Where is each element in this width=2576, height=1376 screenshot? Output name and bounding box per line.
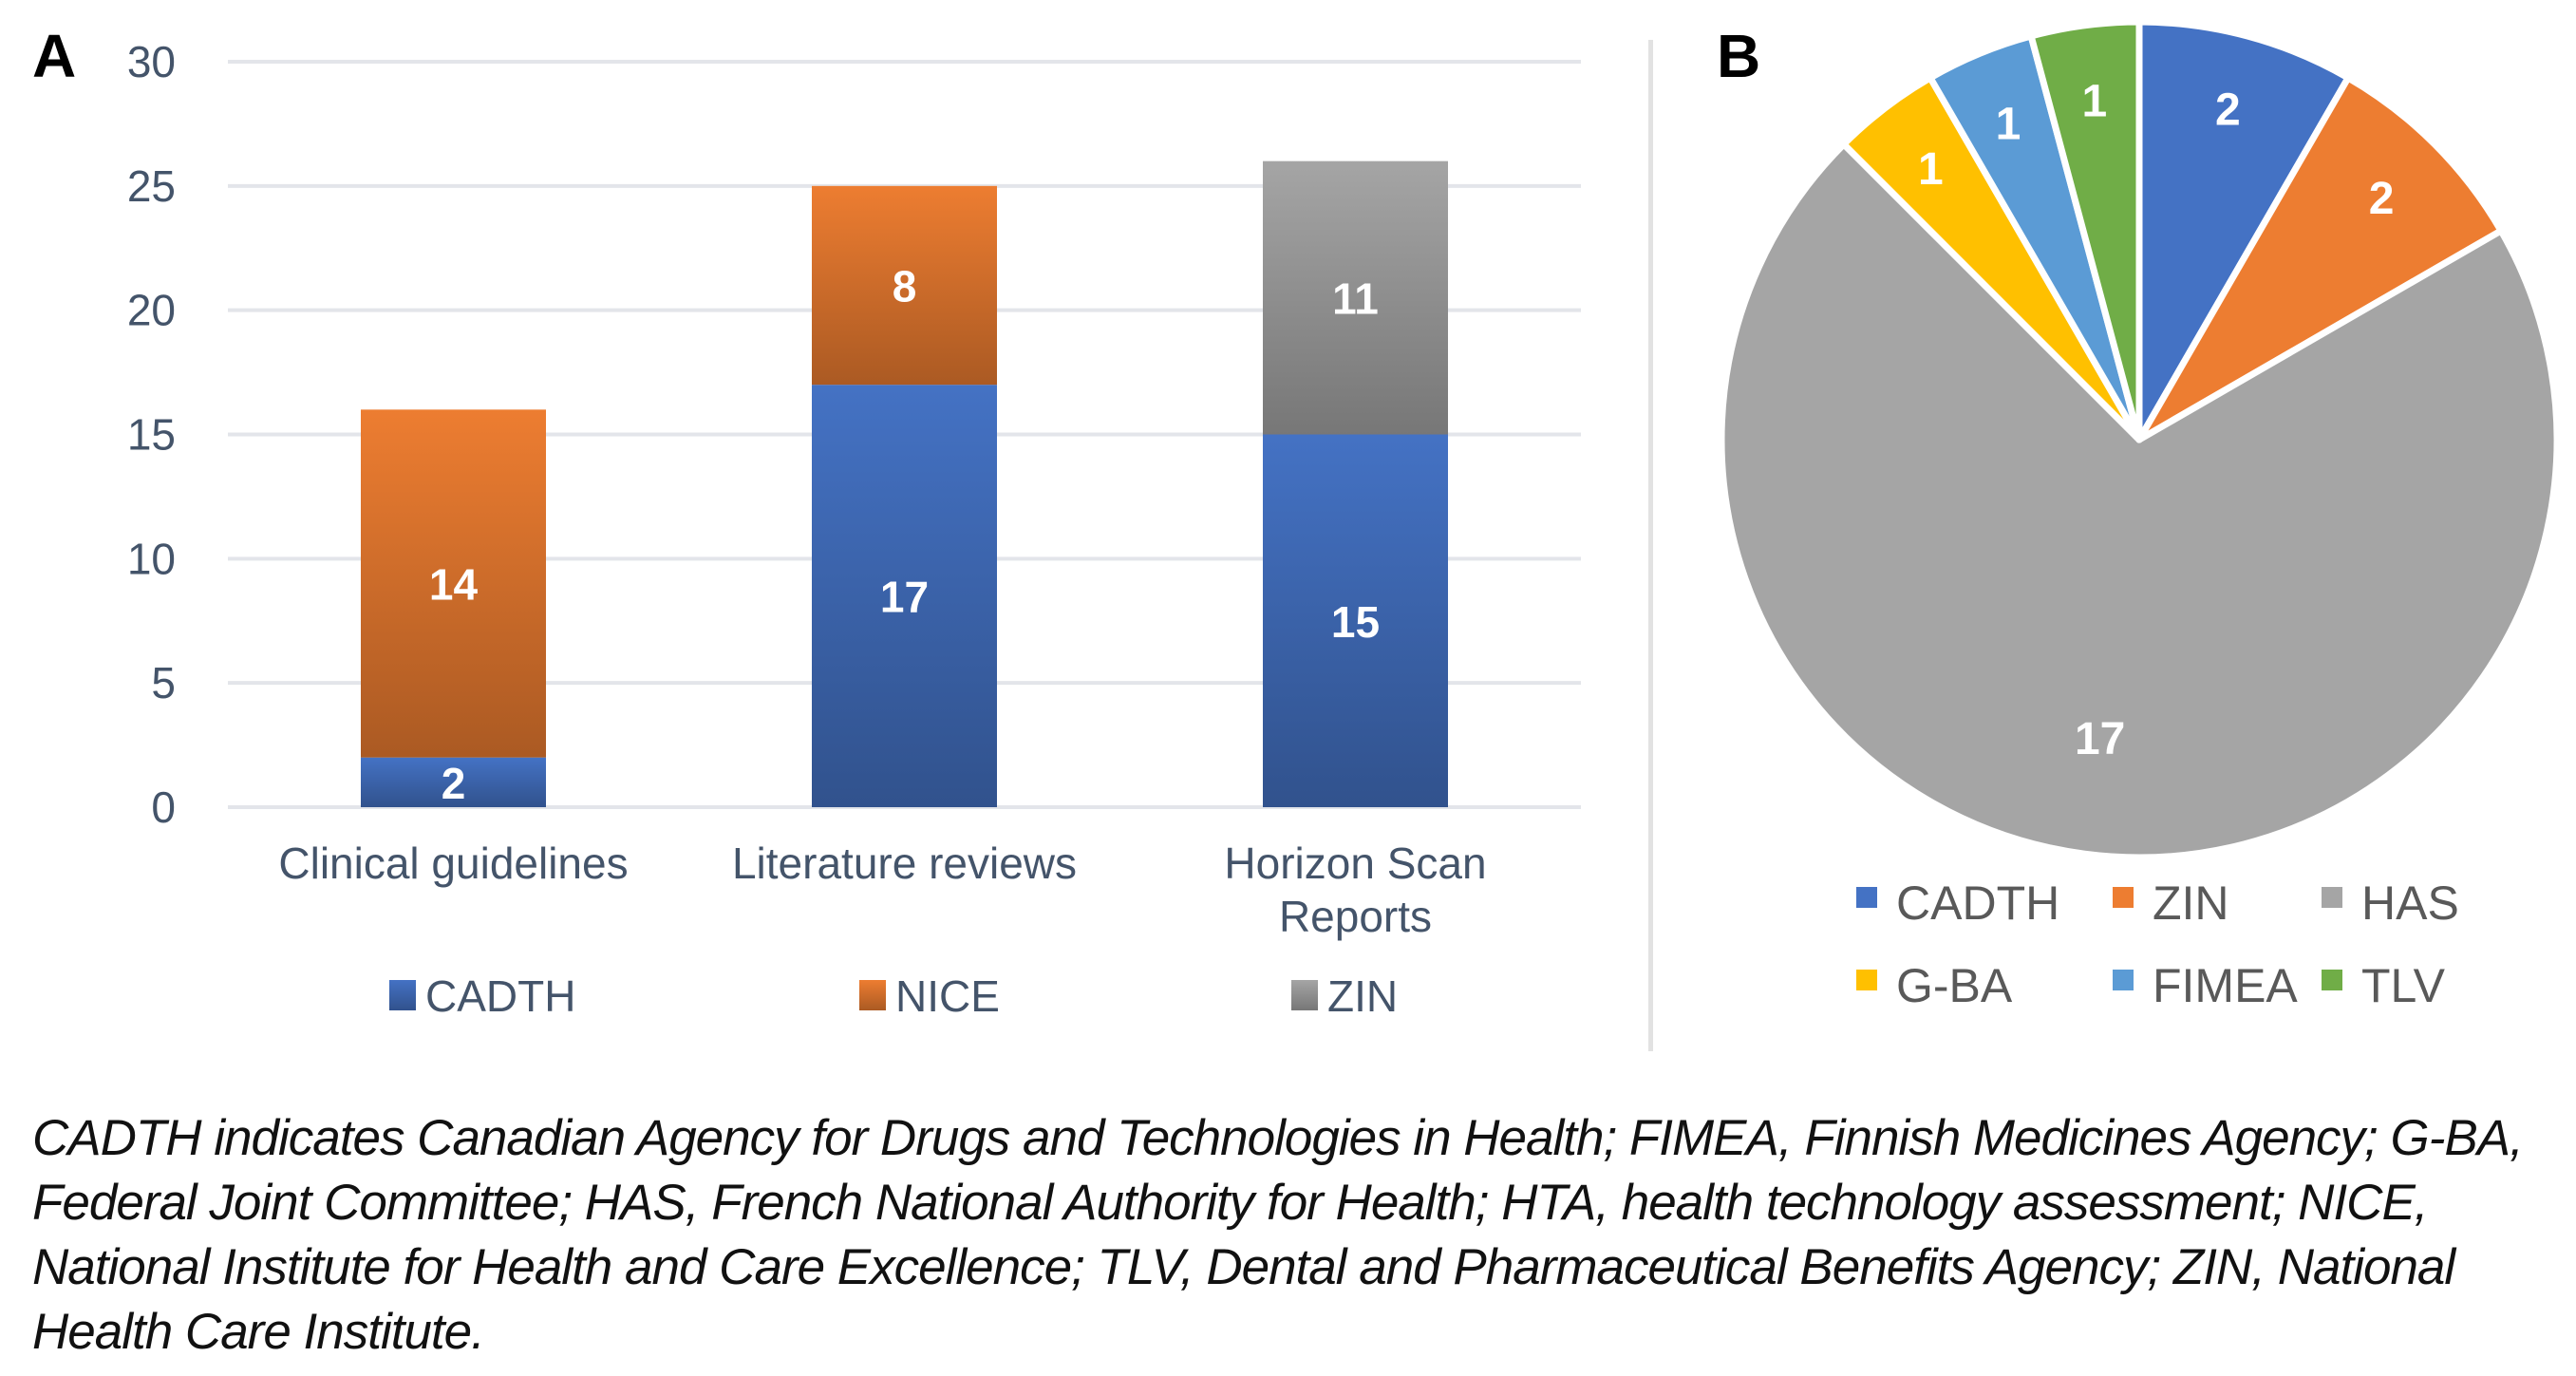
panel-b-label: B (1717, 22, 1761, 90)
data-label: 14 (429, 560, 479, 610)
legend-label-zin: ZIN (1327, 971, 1398, 1021)
y-tick-label: 5 (151, 658, 176, 707)
pie-data-label: 1 (1996, 100, 2021, 150)
panel-a-stacked-bar-chart: A 0 5 10 15 20 25 30 2 14 Clinical guidelines 17 8 L… (0, 0, 1614, 1064)
legend-swatch-cadth (1856, 887, 1877, 908)
data-label: 11 (1332, 274, 1379, 324)
legend-swatch-nice (859, 980, 886, 1010)
x-category-label: Clinical guidelines (278, 839, 628, 888)
legend-label-cadth: CADTH (425, 971, 575, 1021)
pie-slice-cadth (2135, 18, 2352, 443)
panel-a-label: A (32, 22, 77, 90)
legend-swatch-g-ba (1856, 970, 1877, 990)
bar-segment-cadth (812, 385, 997, 807)
bar-segment-cadth (361, 757, 546, 807)
pie-data-label: 1 (2082, 76, 2108, 126)
pie-slice-has (1718, 141, 2561, 861)
bar-segment-cadth (1263, 434, 1448, 807)
bar-segment-nice (361, 409, 546, 758)
pie-data-label: 2 (2215, 85, 2241, 135)
pie-slice-tlv (2027, 18, 2143, 443)
y-tick-label: 20 (127, 286, 176, 335)
legend-label-fimea: FIMEA (2153, 959, 2298, 1012)
legend-label-tlv: TLV (2361, 959, 2446, 1012)
pie-data-label: 17 (2075, 714, 2125, 764)
pie-chart-svg: 2 2 17 1 1 1 CADTH ZIN HAS G-BA FIMEA TLV (1718, 18, 2561, 1012)
x-category-label: Literature reviews (732, 839, 1077, 888)
legend-label-g-ba: G-BA (1896, 959, 2013, 1012)
y-tick-label: 15 (127, 410, 176, 460)
legend-label-cadth: CADTH (1896, 876, 2059, 930)
panel-divider (1648, 40, 1653, 1051)
data-label: 17 (880, 573, 929, 622)
legend-swatch-zin (1291, 980, 1318, 1010)
x-category-label: Reports (1279, 892, 1432, 941)
bar-segment-zin (1263, 160, 1448, 435)
legend-swatch-cadth (389, 980, 416, 1010)
legend-label-nice: NICE (895, 971, 1000, 1021)
figure-caption: CADTH indicates Canadian Agency for Drug… (32, 1110, 2524, 1360)
data-label: 8 (893, 262, 917, 311)
legend-label-zin: ZIN (2153, 876, 2229, 930)
y-tick-label: 30 (127, 37, 176, 86)
legend-swatch-fimea (2113, 970, 2134, 990)
legend-swatch-tlv (2322, 970, 2342, 990)
panel-b-pie-chart: B 2 2 17 1 1 1 CADTH ZIN HAS G-BA FIMEA TLV (1652, 0, 2576, 1064)
pie-data-label: 1 (1918, 144, 1944, 195)
data-label: 15 (1331, 597, 1380, 647)
bar-segment-nice (812, 185, 997, 386)
data-label: 2 (442, 759, 466, 808)
y-tick-label: 10 (127, 534, 176, 583)
bar-chart-svg: 0 5 10 15 20 25 30 2 14 Clinical guidelines 17 8 Lit… (127, 37, 1581, 1021)
pie-slice-zin (2135, 74, 2505, 443)
legend-swatch-zin (2113, 887, 2134, 908)
y-tick-label: 25 (127, 161, 176, 211)
legend-swatch-has (2322, 887, 2342, 908)
legend-label-has: HAS (2361, 876, 2459, 930)
pie-data-label: 2 (2369, 174, 2395, 224)
y-tick-label: 0 (151, 782, 176, 832)
x-category-label: Horizon Scan (1224, 839, 1486, 888)
